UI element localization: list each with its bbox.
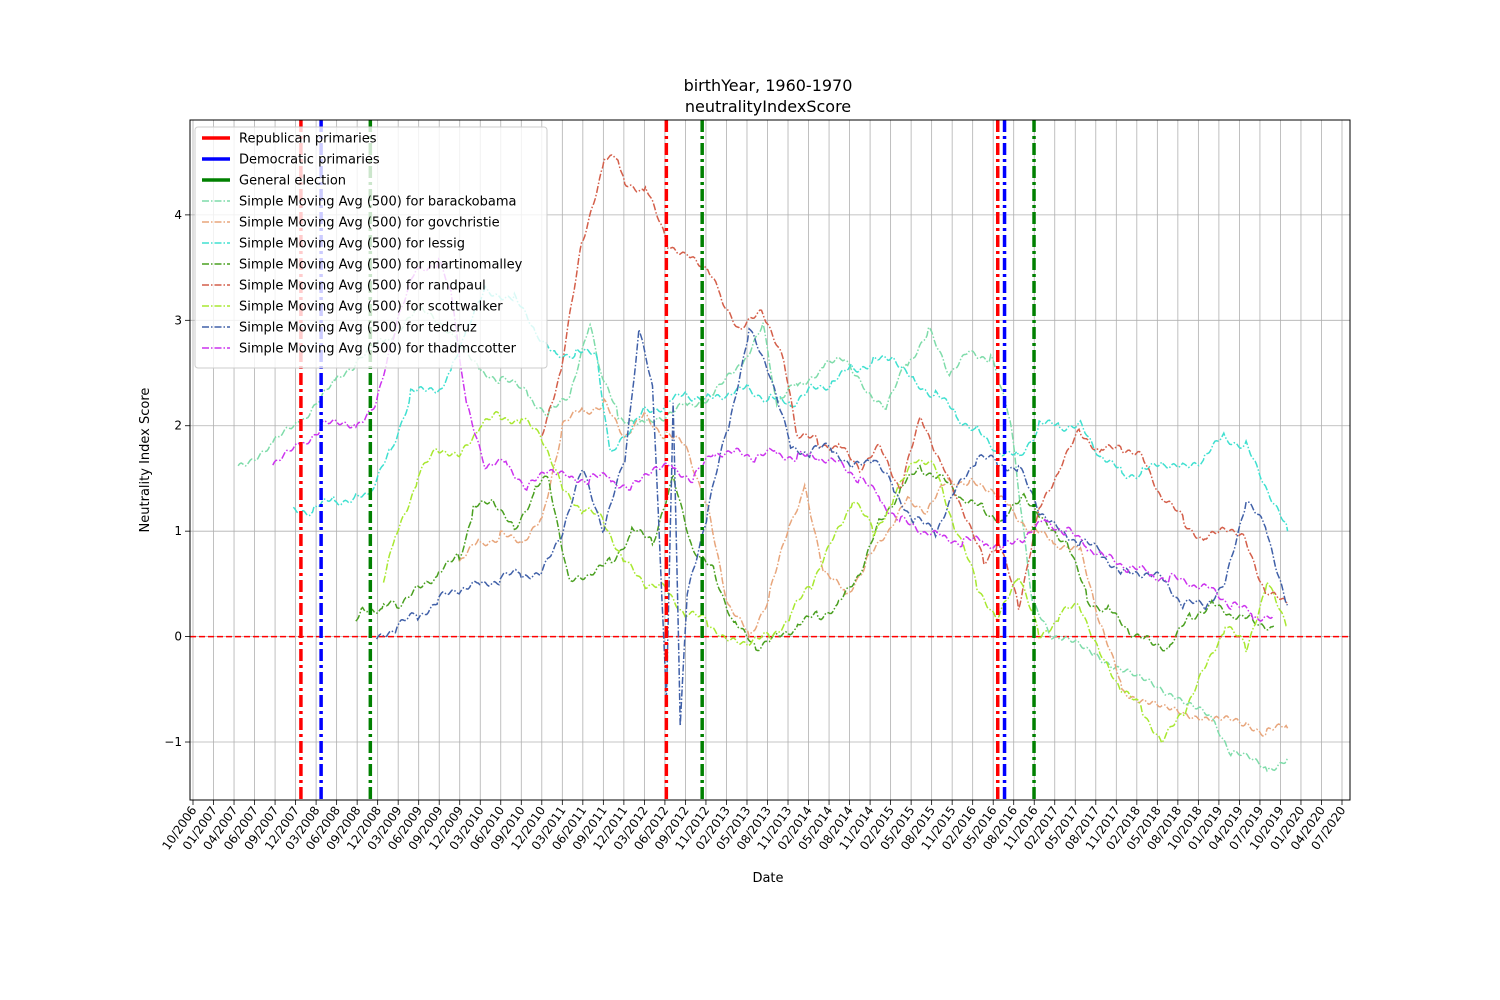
y-tick-label: −1 [164,735,182,749]
chart-title: birthYear, 1960-1970 [684,76,853,95]
legend-label: Simple Moving Avg (500) for lessig [239,237,465,252]
events-layer [299,120,1036,800]
legend-label: Simple Moving Avg (500) for thadmccotter [239,342,517,357]
series-line [355,464,1275,652]
y-tick-label: 0 [174,630,182,644]
chart-subtitle: neutralityIndexScore [685,97,851,116]
y-tick-label: 3 [174,313,182,327]
x-axis-label: Date [752,871,783,886]
series-line [382,410,1288,745]
legend-label: Republican primaries [239,132,377,147]
y-tick-label: 4 [174,208,182,222]
legend-label: Simple Moving Avg (500) for scottwalker [239,300,503,315]
plot-frame [189,119,1351,801]
y-axis-label: Neutrality Index Score [138,388,153,533]
legend-label: Simple Moving Avg (500) for tedcruz [239,321,477,336]
legend: Republican primaries Democratic primaries… [194,126,548,369]
y-axis-ticks: −1 0 1 2 3 4 [164,208,190,749]
legend-label: Simple Moving Avg (500) for randpaul [239,279,486,294]
legend-label: Simple Moving Avg (500) for barackobama [239,195,516,210]
legend-box [194,126,548,369]
y-tick-label: 2 [174,419,182,433]
legend-label: Democratic primaries [239,153,380,168]
legend-label: Simple Moving Avg (500) for martinomalle… [239,258,523,273]
y-tick-label: 1 [174,524,182,538]
legend-label: Simple Moving Avg (500) for govchristie [239,216,500,231]
series-line [458,397,1289,737]
series-line [375,327,1289,727]
legend-label: General election [239,174,346,189]
x-axis-ticks: 10/200601/200704/200706/200709/200712/20… [159,800,1348,853]
